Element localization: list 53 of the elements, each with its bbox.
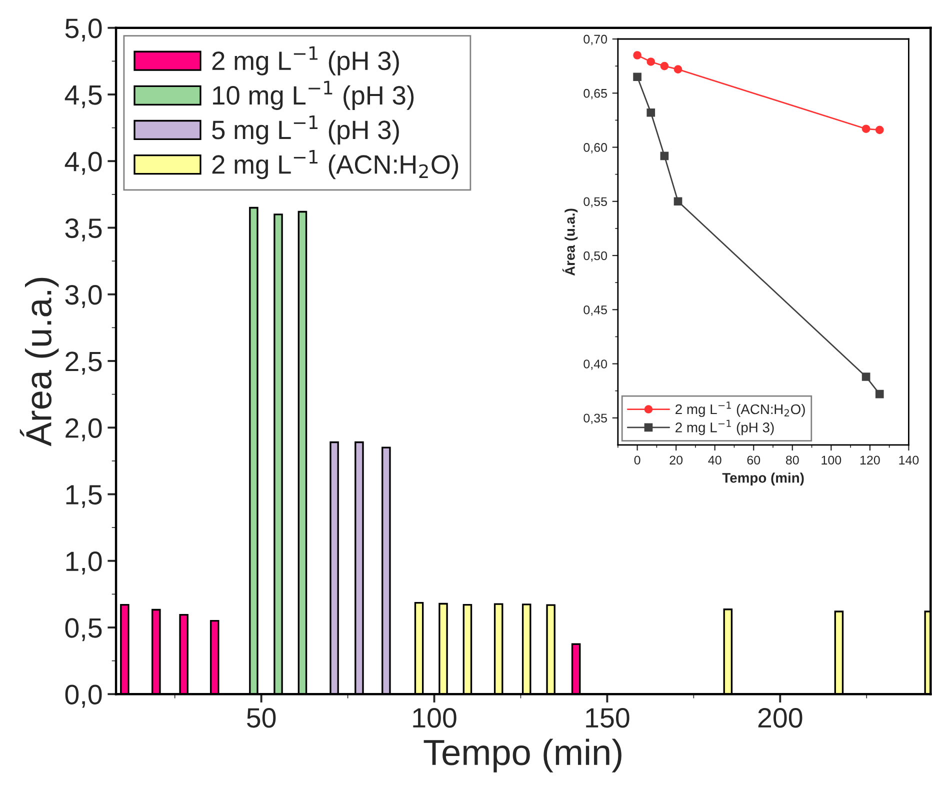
y-tick-label: 0,65 (584, 88, 607, 100)
x-tick-label: 140 (899, 456, 919, 465)
legend-label: 10 mg L$^{−1}$ (pH 3) (213, 80, 414, 110)
x-axis-title: Tempo (min) (424, 738, 622, 772)
y-tick-label: 0,35 (584, 414, 607, 424)
y-tick-label: 0,45 (584, 305, 607, 316)
point (660, 152, 669, 160)
y-tick-label: 0,55 (584, 197, 607, 208)
y-tick-label: 0,50 (584, 251, 608, 262)
legend-label: 2 mg L$^{−1}$ (ACN:H$_{2}$O) (676, 402, 805, 417)
point (862, 372, 870, 381)
y-tick-label: 2,5 (66, 352, 102, 375)
x-tick-label: 60 (747, 456, 760, 465)
y-tick-label: 3,5 (65, 218, 102, 242)
point (646, 108, 656, 117)
y-tick-label: 0,70 (584, 34, 608, 46)
y-tick-label: 0,0 (65, 684, 102, 708)
x-tick-label: 40 (708, 456, 722, 465)
point (875, 390, 884, 398)
y-tick-label: 4,5 (64, 85, 102, 108)
x-tick-label: 150 (586, 708, 630, 728)
y-tick-label: 0,5 (65, 618, 102, 642)
y-tick-label: 5,0 (65, 18, 102, 42)
x-tick-label: 100 (822, 456, 842, 465)
x-tick-label: 50 (246, 708, 276, 728)
y-axis-title: Área (u.a.) (20, 278, 59, 446)
y-tick-label: 2,0 (66, 418, 102, 442)
y-tick-label: 1,0 (66, 552, 102, 574)
point (633, 51, 642, 60)
point (875, 126, 884, 134)
legend-label: 2 mg L$^{−1}$ (ACN:H$_{2}$O) (212, 150, 458, 180)
x-tick-label: 80 (786, 456, 799, 465)
point (660, 62, 669, 70)
point (646, 58, 656, 66)
legend-label: 5 mg L$^{−1}$ (pH 3) (212, 115, 399, 145)
y-tick-label: 3,0 (65, 285, 102, 308)
x-tick-label: 20 (670, 456, 683, 465)
point (633, 72, 642, 82)
x-tick-label: 100 (413, 708, 456, 728)
x-tick-label: 200 (758, 708, 802, 728)
y-tick-label: 4,0 (64, 152, 102, 175)
x-tick-label: 0 (634, 456, 640, 465)
x-axis-title: Tempo (min) (722, 472, 804, 486)
legend-label: 2 mg L$^{−1}$ (pH 3) (212, 46, 399, 76)
y-tick-label: 1,5 (66, 485, 102, 508)
point (674, 65, 682, 74)
x-tick-label: 120 (860, 456, 880, 465)
y-axis-title: Área (u.a.) (562, 208, 578, 276)
y-tick-label: 0,60 (584, 143, 608, 154)
point (674, 197, 682, 206)
y-tick-label: 0,40 (584, 360, 608, 370)
legend-label: 2 mg L$^{−1}$ (pH 3) (676, 420, 774, 436)
point (862, 124, 870, 134)
